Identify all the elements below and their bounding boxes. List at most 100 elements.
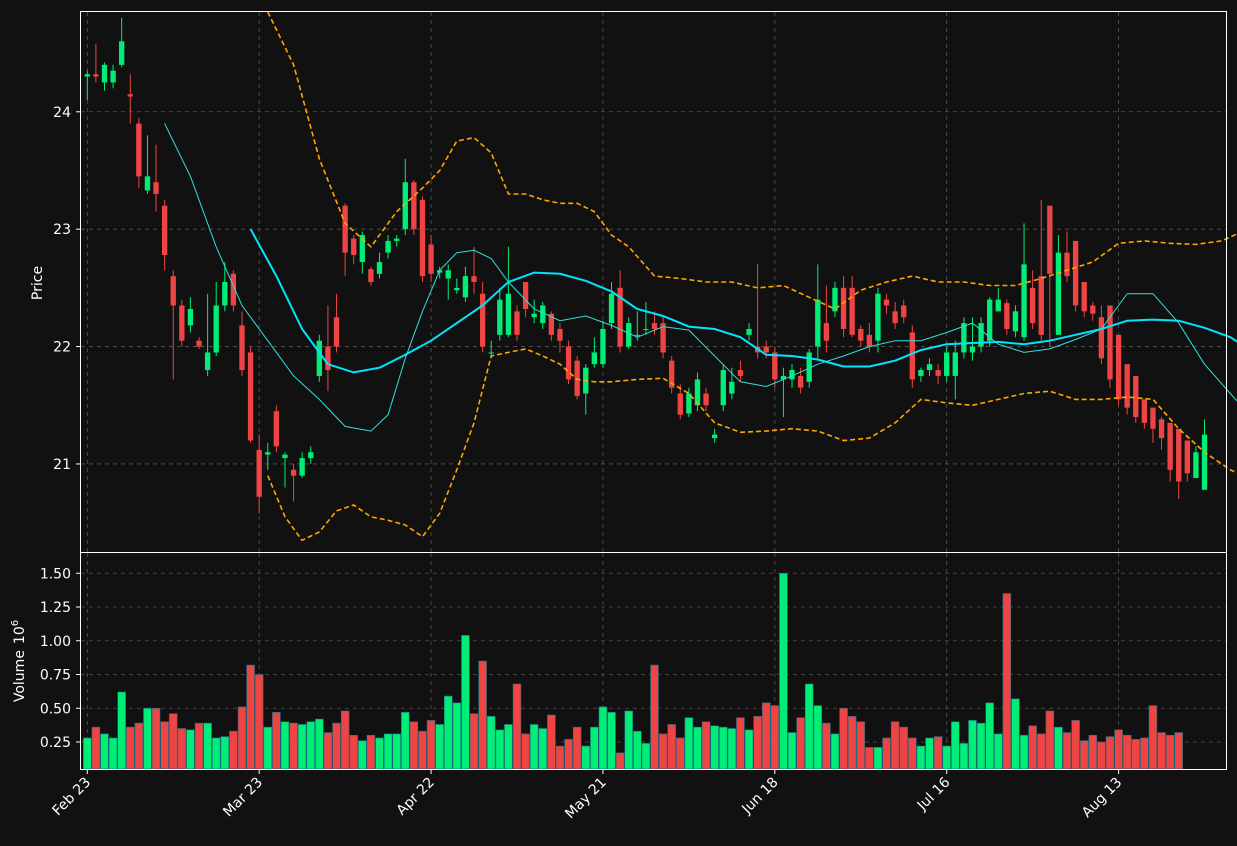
volume-y-axis: 0.25 0.50 0.75 1.00 1.25 1.50 (40, 566, 81, 751)
volume-bar (220, 736, 230, 770)
candle-body (1081, 282, 1087, 312)
volume-bar (349, 734, 358, 770)
volume-axis-exponent: 6 (10, 620, 21, 626)
candle-body (247, 352, 254, 441)
candle-body (1021, 264, 1027, 338)
volume-bar (289, 722, 298, 770)
volume-bar (590, 726, 599, 770)
candle-body (316, 340, 322, 376)
candle-body (789, 370, 795, 380)
volume-bar (1002, 593, 1012, 770)
candle-body (918, 370, 924, 376)
candle-body (772, 352, 778, 380)
price-axis-label: Price (30, 266, 46, 300)
volume-bar (890, 721, 900, 770)
volume-bar (976, 722, 986, 770)
volume-tick-label: 1.00 (40, 634, 71, 650)
candle-body (213, 305, 219, 353)
volume-bar (203, 722, 212, 770)
volume-bar (658, 733, 668, 770)
candle-body (522, 282, 529, 309)
candle-body (1055, 252, 1062, 335)
candle-body (170, 276, 176, 306)
volume-bar (409, 721, 419, 770)
volume-bar (418, 730, 427, 770)
candle-body (136, 123, 142, 177)
candle-body (308, 452, 314, 459)
volume-bar (126, 726, 135, 770)
candle-body (711, 434, 718, 439)
candle-body (1029, 287, 1036, 324)
candle-body (342, 205, 348, 253)
volume-tick-label: 0.25 (40, 735, 71, 751)
candle-body (479, 293, 486, 347)
candle-body (1107, 305, 1113, 380)
candle-body (179, 305, 185, 341)
candle-body (806, 352, 812, 382)
candle-body (823, 323, 830, 341)
volume-bar (959, 743, 969, 770)
candle-body (514, 311, 520, 335)
price-y-axis: 21 22 23 24 (53, 105, 81, 473)
candle-body (1012, 311, 1019, 332)
candle-body (1115, 334, 1122, 400)
candle-body (866, 334, 873, 347)
volume-bar (91, 726, 101, 770)
candle-body (196, 340, 202, 347)
band-upper-line (267, 11, 1237, 310)
volume-bar (194, 722, 204, 770)
candle-body (187, 309, 194, 326)
candle-body (643, 328, 649, 330)
volume-bar (676, 737, 685, 770)
candle-body (892, 311, 898, 324)
volume-bar (1028, 725, 1037, 770)
volume-bar (701, 721, 711, 770)
volume-bar (736, 717, 745, 770)
volume-bar (1157, 732, 1166, 770)
candle-body (161, 205, 168, 255)
volume-bar (830, 733, 840, 770)
volume-bar (942, 745, 951, 770)
volume-bar (186, 729, 195, 770)
volume-bar (246, 664, 255, 770)
candle-body (995, 299, 1001, 312)
candle-body (351, 238, 357, 255)
candle-body (445, 270, 451, 279)
candle-body (144, 176, 151, 191)
candle-body (93, 74, 99, 77)
volume-bar (925, 737, 934, 770)
candle-body (832, 287, 838, 312)
price-tick-label: 22 (53, 340, 71, 356)
candle-body (1072, 240, 1079, 306)
candle-body (626, 323, 632, 347)
volume-bar (401, 711, 410, 770)
volume-bar (710, 725, 719, 770)
candle-body (1047, 205, 1053, 274)
volume-bar (504, 724, 513, 770)
volume-bar (1165, 734, 1175, 770)
volume-bar (211, 737, 221, 770)
volume-bar (1036, 733, 1046, 770)
volume-bar (108, 737, 118, 770)
candle-body (265, 452, 271, 455)
candle-body (969, 346, 976, 353)
volume-bar (529, 724, 539, 770)
volume-bar (899, 726, 908, 770)
candle-body (703, 393, 709, 406)
candle-body (1133, 375, 1139, 417)
candle-body (333, 317, 340, 347)
candle-body (1150, 407, 1156, 429)
candle-body (411, 182, 417, 230)
volume-bar (168, 713, 178, 770)
volume-bar (667, 724, 676, 770)
candle-body (1038, 276, 1044, 335)
volume-bar (572, 726, 582, 770)
volume-bar (770, 705, 780, 770)
volume-bar (383, 733, 393, 770)
candle-body (101, 64, 108, 83)
candle-body (119, 41, 125, 65)
candle-body (677, 393, 683, 415)
volume-bar (1079, 740, 1089, 770)
candle-body (273, 411, 280, 447)
candle-body (299, 458, 305, 476)
